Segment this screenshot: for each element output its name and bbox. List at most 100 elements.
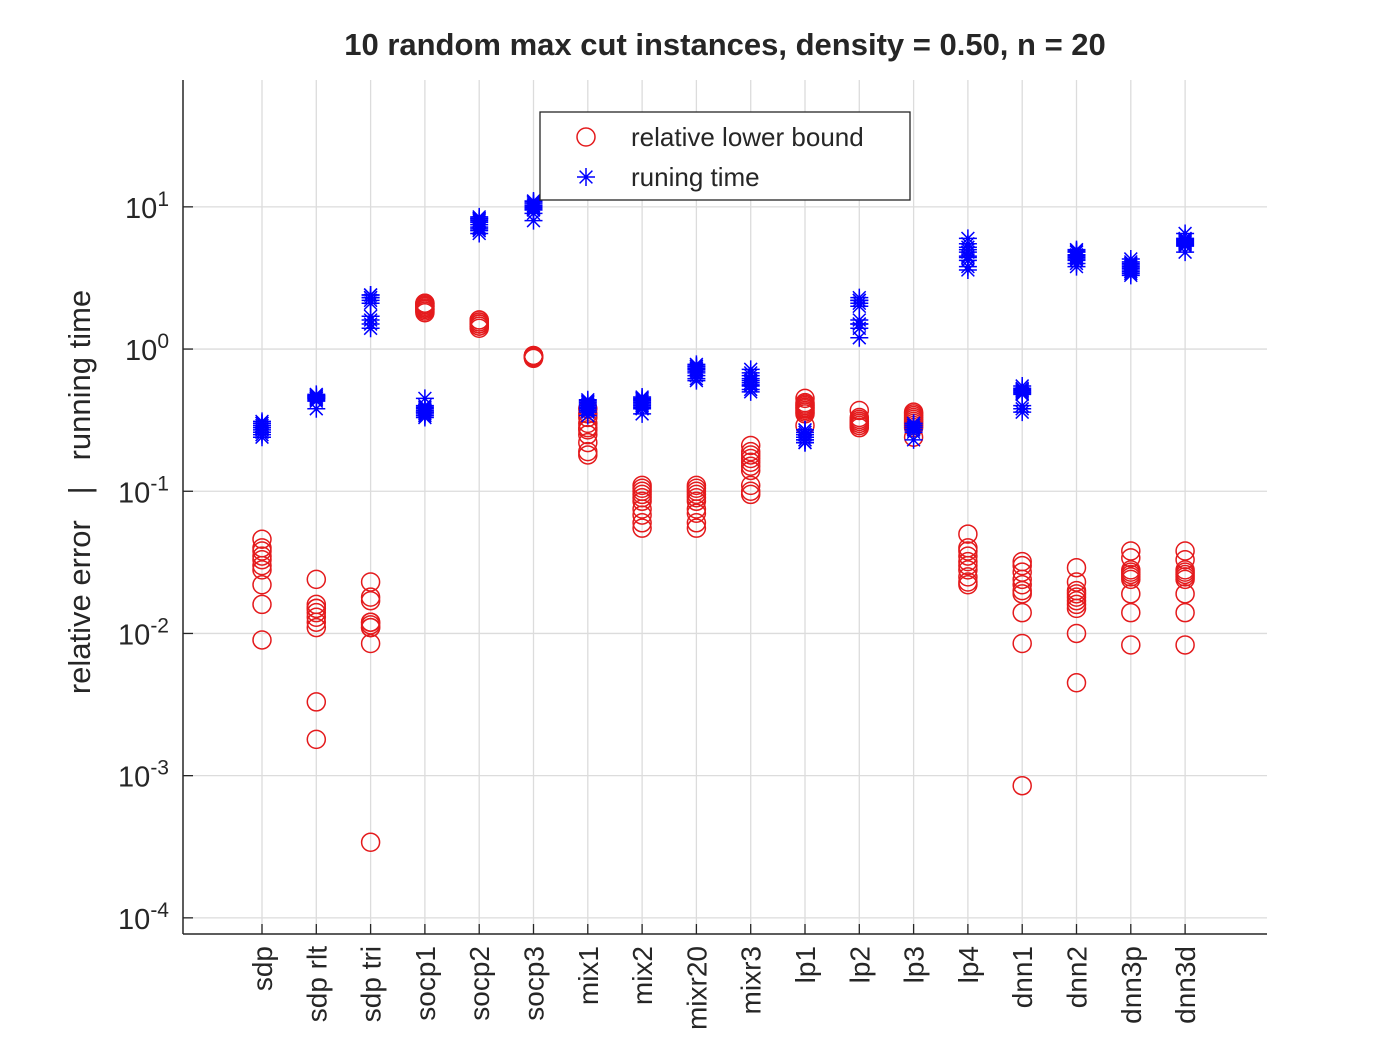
x-tick-label: socp2 bbox=[464, 946, 495, 1021]
data-point bbox=[740, 460, 761, 481]
data-point bbox=[252, 630, 272, 650]
data-point bbox=[469, 314, 489, 334]
data-point bbox=[795, 388, 815, 409]
data-point bbox=[1121, 562, 1141, 582]
y-axis-label: relative error | running time bbox=[62, 290, 97, 694]
data-point bbox=[958, 524, 978, 544]
x-tick-label: lp2 bbox=[844, 946, 875, 983]
data-point bbox=[252, 549, 272, 570]
data-point bbox=[524, 211, 543, 230]
x-tick-label: sdp tri bbox=[356, 946, 387, 1022]
data-point bbox=[741, 363, 760, 382]
x-tick-label: dnn3p bbox=[1116, 946, 1147, 1024]
y-tick-label: 10-4 bbox=[118, 899, 169, 936]
legend-label: relative lower bound bbox=[631, 122, 864, 152]
data-point bbox=[632, 499, 652, 519]
data-point bbox=[415, 406, 434, 425]
x-tick-label: sdp rlt bbox=[301, 946, 332, 1022]
data-point bbox=[306, 617, 327, 638]
data-point bbox=[1012, 602, 1032, 623]
y-tick-label: 10-3 bbox=[118, 757, 169, 794]
data-point bbox=[1066, 584, 1087, 604]
legend-marker bbox=[577, 168, 595, 186]
data-point bbox=[904, 430, 923, 449]
data-point bbox=[1012, 633, 1032, 654]
data-point bbox=[958, 248, 977, 267]
x-tick-label: sdp bbox=[247, 946, 278, 991]
data-point bbox=[1066, 594, 1087, 615]
data-point bbox=[686, 478, 707, 498]
y-tick-label: 100 bbox=[125, 330, 169, 367]
data-point bbox=[740, 484, 761, 505]
data-point bbox=[740, 475, 761, 496]
data-point bbox=[740, 445, 761, 465]
data-point bbox=[1175, 569, 1195, 590]
data-point bbox=[850, 291, 869, 310]
data-point bbox=[1175, 602, 1195, 623]
data-point bbox=[632, 488, 652, 508]
data-point bbox=[958, 541, 978, 561]
x-tick-label: dnn2 bbox=[1062, 946, 1093, 1008]
data-point bbox=[252, 560, 272, 580]
data-point bbox=[849, 411, 870, 432]
data-point bbox=[958, 546, 978, 566]
data-point bbox=[306, 569, 327, 590]
data-point bbox=[958, 555, 978, 576]
data-point bbox=[1175, 584, 1195, 604]
data-point bbox=[687, 366, 706, 385]
data-point bbox=[632, 518, 652, 538]
data-point bbox=[1175, 541, 1195, 561]
data-point bbox=[470, 221, 489, 240]
data-point bbox=[252, 541, 272, 561]
data-point bbox=[360, 590, 381, 611]
data-point bbox=[470, 209, 489, 228]
data-point bbox=[578, 424, 598, 445]
data-point bbox=[523, 346, 544, 367]
data-point bbox=[686, 488, 707, 508]
data-point bbox=[252, 555, 272, 576]
data-point bbox=[306, 598, 327, 619]
data-point bbox=[1121, 541, 1141, 561]
data-point bbox=[740, 435, 761, 456]
data-point bbox=[1176, 230, 1195, 249]
x-tick-label: mix1 bbox=[573, 946, 604, 1005]
data-point bbox=[360, 615, 381, 635]
data-point bbox=[741, 375, 760, 394]
data-point bbox=[849, 415, 870, 436]
data-point bbox=[1012, 569, 1032, 590]
data-point bbox=[633, 398, 652, 417]
data-point bbox=[361, 315, 380, 334]
data-point bbox=[306, 692, 327, 712]
x-tick-label: lp3 bbox=[899, 946, 930, 983]
data-point bbox=[252, 575, 272, 595]
data-point bbox=[1012, 584, 1032, 604]
data-point bbox=[686, 513, 707, 533]
data-point bbox=[1121, 635, 1141, 655]
data-point bbox=[1012, 775, 1032, 796]
data-point bbox=[578, 406, 597, 425]
x-tick-label: socp3 bbox=[519, 946, 550, 1021]
data-point bbox=[415, 296, 435, 317]
data-point bbox=[1175, 635, 1195, 655]
data-point bbox=[1012, 575, 1032, 595]
data-point bbox=[686, 499, 707, 519]
data-point bbox=[1066, 557, 1087, 578]
data-point bbox=[252, 594, 272, 615]
data-point bbox=[1121, 262, 1140, 281]
data-point bbox=[578, 432, 598, 453]
data-point bbox=[253, 414, 271, 433]
y-tick-label: 101 bbox=[125, 188, 169, 225]
data-point bbox=[850, 328, 869, 347]
data-point bbox=[524, 200, 543, 219]
data-point bbox=[1013, 384, 1032, 403]
data-point bbox=[306, 602, 327, 623]
x-tick-label: lp1 bbox=[790, 946, 821, 983]
data-point bbox=[1012, 555, 1032, 576]
data-point bbox=[252, 529, 272, 549]
data-point bbox=[253, 425, 271, 444]
x-tick-label: mix2 bbox=[627, 946, 658, 1005]
data-point bbox=[1066, 623, 1087, 644]
data-point bbox=[1067, 249, 1086, 268]
data-point bbox=[1066, 673, 1087, 693]
